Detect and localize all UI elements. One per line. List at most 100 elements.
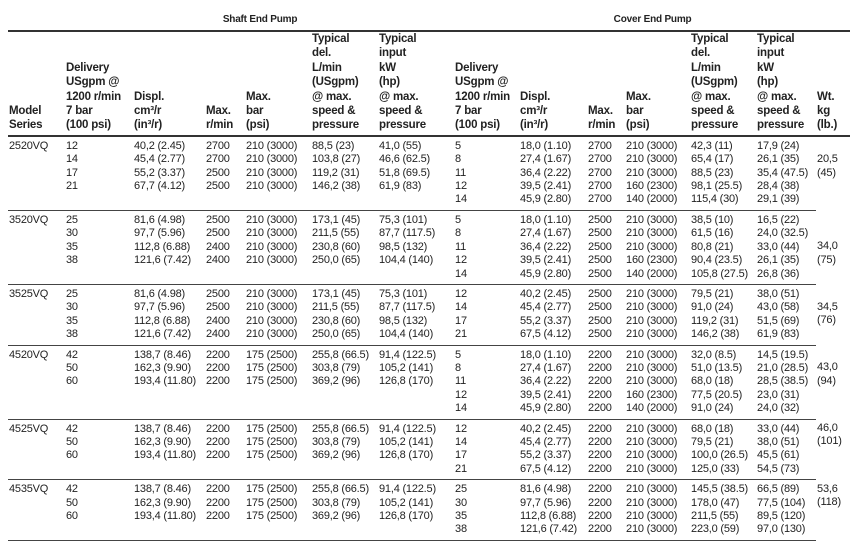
cover-cell: 2500: [588, 301, 612, 314]
model-series: 4525VQ: [9, 422, 49, 435]
cover-cell: 210 (3000): [626, 166, 678, 179]
shaft-cell: 126,8 (170): [379, 375, 434, 388]
shaft-cell: 175 (2500): [246, 422, 298, 435]
cover-cell: 68,0 (18): [691, 422, 734, 435]
shaft-cell: 121,6 (7.42): [133, 328, 205, 346]
cover-cell: 28,4 (38): [757, 180, 800, 193]
cover-cell: 2200: [588, 388, 612, 401]
cover-cell: 45,9 (2.80): [519, 402, 588, 420]
cover-cell: 12: [455, 180, 467, 193]
cover-cell: 97,7 (5.96): [520, 496, 572, 509]
cell: [8, 227, 65, 240]
column-header-line: 1200 r/min: [455, 90, 510, 103]
cover-cell: 18,0 (1.10): [520, 139, 572, 152]
weight: 46,0 (101): [816, 419, 850, 480]
cover-cell: 2500: [588, 227, 612, 240]
cover-cell: 211,5 (55): [691, 510, 739, 522]
cover-cell: 105,8 (27.5): [690, 267, 757, 285]
column-header: Max. r/min: [587, 31, 626, 137]
shaft-cell: 98,5 (132): [379, 240, 428, 253]
cell: [133, 389, 205, 402]
cell: [133, 267, 205, 285]
cover-cell: 210 (3000): [626, 449, 678, 462]
data-row: 14 45,9 (2.80) 2200 140 (2000) 91,0 (24) 24,0…: [8, 402, 850, 420]
cell: [8, 402, 65, 420]
shaft-cell: 175 (2500): [246, 510, 298, 522]
cover-cell: 119,2 (31): [691, 314, 739, 327]
column-header-line: Typical: [379, 33, 417, 45]
column-header-line: kW: [379, 61, 396, 74]
weight-line: 20,5: [817, 153, 838, 166]
cover-cell: 160 (2300): [626, 180, 678, 193]
cell: [8, 362, 65, 375]
shaft-cell: 230,8 (60): [312, 314, 361, 327]
cover-cell: 68,0 (18): [691, 375, 734, 388]
cell: [133, 462, 205, 481]
cover-cell: 2500: [588, 240, 612, 253]
group-header-row: Shaft End Pump Cover End Pump: [8, 10, 850, 32]
shaft-cell: 2400: [206, 254, 230, 267]
shaft-cell: 25: [66, 213, 78, 226]
shaft-cell: 50: [66, 361, 78, 374]
column-header-line: bar: [246, 105, 264, 118]
shaft-cell: 210 (3000): [246, 254, 298, 267]
shaft-cell: 2700: [206, 139, 230, 152]
cover-cell: 35,4 (47.5): [757, 166, 809, 179]
cell: [245, 523, 311, 541]
cell: [245, 389, 311, 402]
cover-cell: 28,5 (38.5): [757, 375, 809, 388]
cover-cell: 2200: [588, 496, 612, 509]
shaft-cell: 210 (3000): [246, 166, 298, 179]
column-header-line: (hp): [757, 76, 778, 89]
weight-line: (101): [817, 435, 842, 448]
cover-cell: 210 (3000): [626, 483, 678, 496]
shaft-cell: 369,2 (96): [312, 510, 361, 522]
weight-line: (76): [817, 314, 836, 327]
weight-line: 34,0: [817, 240, 838, 253]
cover-cell: 2200: [588, 422, 612, 435]
cover-cell: 11: [455, 166, 467, 179]
cover-cell: 210 (3000): [626, 301, 678, 314]
cover-cell: 210 (3000): [625, 462, 691, 481]
shaft-cell: 2200: [206, 361, 230, 374]
column-header: Max. r/min: [205, 31, 245, 137]
cover-cell: 14: [454, 402, 520, 420]
cell: [378, 523, 455, 541]
column-header-line: (in³/r): [520, 119, 549, 132]
shaft-cell: 193,4 (11.80): [134, 510, 197, 522]
cell: [8, 193, 65, 211]
shaft-cell: 255,8 (66.5): [312, 483, 369, 496]
cover-cell: 2700: [587, 193, 626, 211]
cover-cell: 17: [455, 314, 467, 327]
cover-cell: 2200: [588, 510, 612, 522]
column-header: Max. bar (psi): [625, 31, 691, 137]
column-header-line: speed &: [312, 105, 356, 118]
data-row: 4525VQ 42 138,7 (8.46) 2200 175 (2500) 255,8 …: [8, 419, 850, 447]
shaft-cell: 303,8 (79): [312, 361, 361, 374]
column-header-line: (hp): [379, 76, 400, 89]
cover-cell: 27,4 (1.67): [520, 227, 572, 240]
data-row: 3520VQ 25 81,6 (4.98) 2500 210 (3000) 173,1 (…: [8, 210, 850, 266]
cover-cell: 210 (3000): [626, 361, 678, 374]
cell: [65, 402, 133, 420]
column-header-line: kW: [757, 61, 774, 74]
shaft-cell: 210 (3000): [246, 287, 298, 300]
column-header-line: del.: [312, 47, 332, 60]
column-header-line: Typical: [757, 33, 795, 45]
weight-line: (75): [817, 253, 836, 266]
cover-cell: 16,5 (22): [757, 213, 800, 226]
column-header: Displ. cm³/r (in³/r): [133, 31, 205, 137]
cover-cell: 210 (3000): [626, 375, 678, 388]
weight-line: (45): [817, 166, 836, 179]
cover-cell: 89,5 (120): [757, 510, 806, 522]
cover-cell: 210 (3000): [626, 227, 678, 240]
cover-cell: 32,0 (8.5): [691, 348, 737, 361]
cover-cell: 55,2 (3.37): [520, 449, 572, 462]
cover-cell: 30: [455, 496, 467, 509]
shaft-cell: 21: [66, 180, 78, 193]
column-header: Typical del. L/min (USgpm) @ max. speed & pres…: [311, 31, 378, 137]
column-header: Model Series: [8, 31, 65, 137]
column-header-line: (100 psi): [66, 119, 111, 132]
column-header-line: @ max.: [691, 90, 731, 103]
cover-cell: 11: [455, 375, 467, 388]
